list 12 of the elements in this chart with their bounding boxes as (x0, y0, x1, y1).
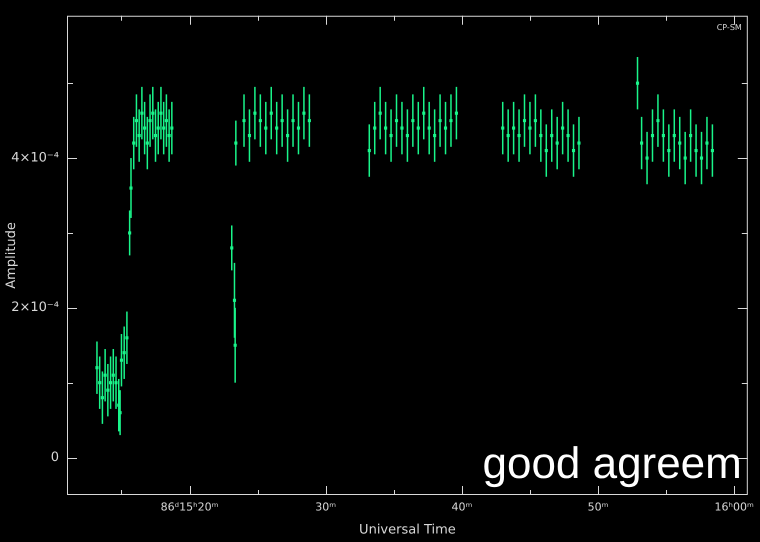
x-tick-label: 16ʰ00ᵐ (714, 500, 754, 514)
y-axis-title: Amplitude (4, 222, 20, 289)
x-tick-label: 86ᵈ15ʰ20ᵐ (160, 500, 219, 514)
y-tick-label: 0 (50, 450, 59, 465)
x-tick-label: 30ᵐ (315, 500, 336, 514)
x-tick-label: 50ᵐ (588, 500, 609, 514)
y-tick-label: 2×10⁻⁴ (11, 300, 59, 316)
annotation: good agreem (482, 439, 742, 488)
x-axis-title: Universal Time (359, 522, 456, 538)
annotation: CP-SM (716, 22, 742, 32)
x-tick-label: 40ᵐ (451, 500, 472, 514)
y-tick-label: 4×10⁻⁴ (11, 150, 59, 166)
